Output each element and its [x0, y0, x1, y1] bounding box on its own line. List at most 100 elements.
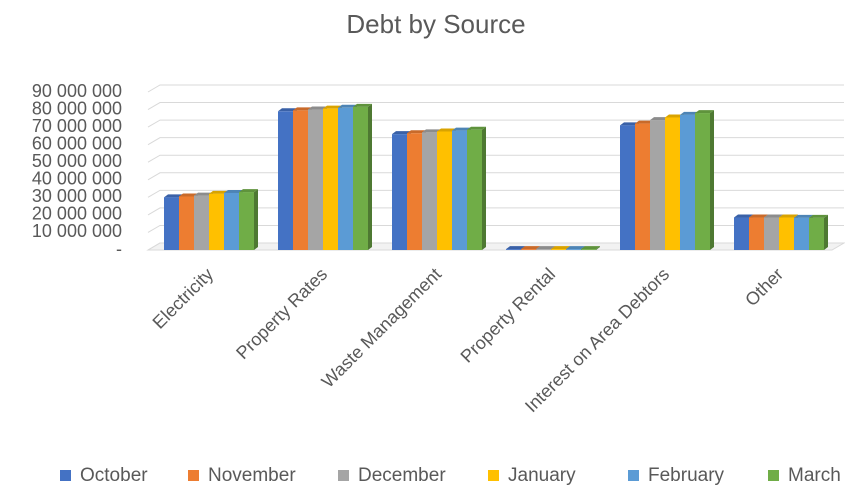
bar-front — [209, 193, 224, 250]
bar-front — [452, 130, 467, 250]
bar-front — [506, 249, 521, 250]
bar-side — [596, 246, 600, 250]
bar-top — [635, 120, 654, 124]
bar-front — [779, 217, 794, 250]
grid-line — [147, 102, 844, 110]
legend-swatch — [60, 470, 71, 481]
y-tick-label: 60 000 000 — [32, 133, 122, 153]
bar-front — [734, 217, 749, 250]
grid-line — [147, 119, 844, 128]
bar-top — [323, 105, 342, 109]
bar-front — [809, 217, 824, 250]
bar-top — [521, 246, 540, 250]
bar-front — [620, 125, 635, 250]
bar-front — [239, 192, 254, 250]
bar-side — [824, 214, 828, 250]
bar-side — [254, 189, 258, 250]
bar-front — [437, 131, 452, 250]
bar-front — [293, 110, 308, 250]
grid-line — [147, 84, 844, 93]
bar-front — [665, 117, 680, 250]
legend-label: March — [788, 465, 841, 486]
legend-label: February — [648, 465, 725, 486]
bar-top — [764, 214, 783, 218]
bar-top — [452, 127, 471, 131]
grid-line — [147, 224, 844, 233]
bar-front — [536, 249, 551, 250]
bar-top — [665, 114, 684, 118]
bar-top — [308, 106, 327, 110]
bar-top — [749, 214, 768, 218]
y-tick-label: 80 000 000 — [32, 98, 122, 118]
bar-top — [809, 214, 828, 218]
y-tick-label: 40 000 000 — [32, 169, 122, 189]
bar — [239, 189, 258, 250]
grid-line — [147, 189, 844, 198]
grid-line — [147, 207, 844, 216]
bar — [353, 103, 372, 250]
grid-line — [147, 154, 844, 163]
legend-swatch — [188, 470, 199, 481]
bar-top — [680, 111, 699, 115]
bar-top — [536, 246, 555, 250]
bar-front — [566, 249, 581, 250]
bar-top — [224, 189, 243, 193]
bar-top — [650, 117, 669, 121]
bar-top — [293, 107, 312, 111]
bar-front — [323, 108, 338, 250]
bar-front — [422, 132, 437, 250]
bar-top — [392, 131, 411, 135]
bar-top — [239, 189, 258, 193]
x-tick-label: Property Rates — [232, 264, 331, 363]
bar-top — [338, 104, 357, 108]
bar-side — [710, 110, 714, 250]
bar-front — [353, 106, 368, 250]
y-tick-label: 50 000 000 — [32, 151, 122, 171]
bar-front — [551, 249, 566, 250]
bar-top — [551, 246, 570, 250]
bar-top — [209, 190, 228, 194]
bar-top — [734, 214, 753, 218]
bar — [467, 126, 486, 250]
bar-side — [482, 126, 486, 250]
bar-top — [437, 128, 456, 132]
bar-top — [779, 214, 798, 218]
legend-label: January — [508, 465, 576, 486]
x-tick-label: Other — [741, 264, 787, 310]
bar-front — [194, 195, 209, 250]
bar-top — [794, 214, 813, 218]
legend-swatch — [768, 470, 779, 481]
legend-swatch — [628, 470, 639, 481]
bar-front — [650, 120, 665, 250]
bar-top — [194, 192, 213, 196]
bar-front — [308, 109, 323, 250]
bar-top — [467, 126, 486, 130]
y-tick-label: - — [116, 239, 122, 259]
bar-front — [635, 123, 650, 250]
legend-label: October — [80, 465, 148, 486]
y-tick-label: 70 000 000 — [32, 116, 122, 136]
bar-top — [407, 130, 426, 134]
grid-line — [147, 242, 844, 251]
bar-top — [278, 108, 297, 112]
bar-top — [422, 129, 441, 133]
chart-title: Debt by Source — [346, 9, 525, 39]
bar-front — [521, 249, 536, 250]
bar-front — [680, 114, 695, 250]
x-tick-label: Electricity — [149, 264, 218, 333]
legend-label: December — [358, 465, 446, 486]
bar — [809, 214, 828, 250]
y-tick-label: 90 000 000 — [32, 81, 122, 101]
y-tick-label: 10 000 000 — [32, 221, 122, 241]
legend-swatch — [488, 470, 499, 481]
bar-front — [164, 197, 179, 250]
bar-front — [581, 249, 596, 250]
bar-front — [407, 133, 422, 250]
bar — [581, 246, 600, 250]
bar-top — [353, 103, 372, 107]
bar-front — [764, 217, 779, 250]
grid-line — [147, 172, 844, 181]
bar-front — [749, 217, 764, 250]
bar-front — [224, 192, 239, 250]
